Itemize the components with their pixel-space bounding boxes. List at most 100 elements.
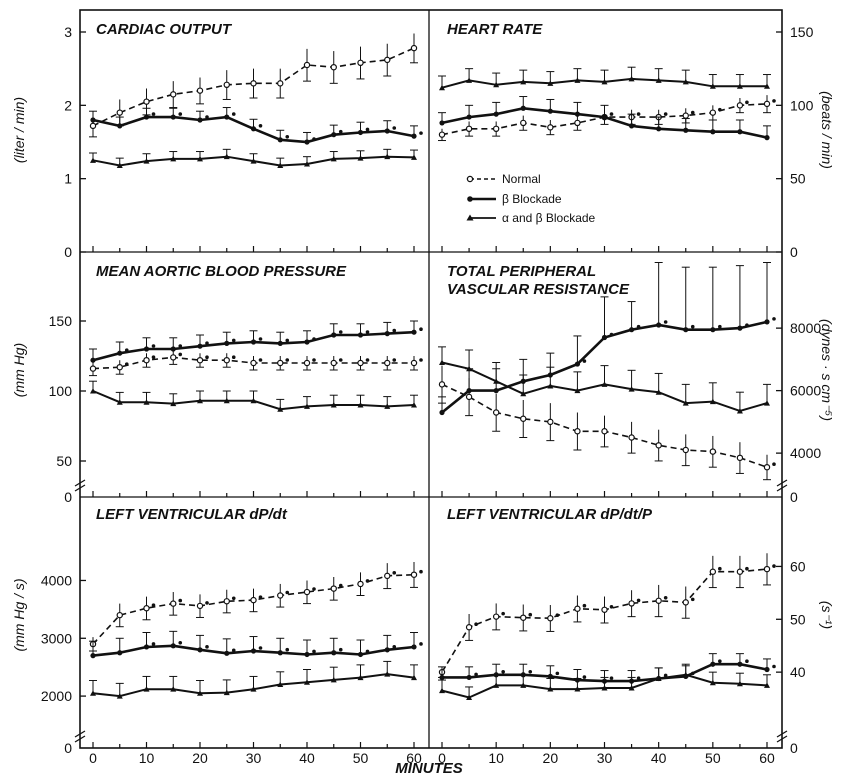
- significance-dot: [258, 124, 263, 128]
- point-beta-blockade: [224, 114, 230, 120]
- significance-dot: [663, 112, 668, 116]
- significance-dot: [338, 330, 343, 334]
- significance-dot: [663, 595, 668, 600]
- point-normal: [601, 428, 608, 435]
- significance-dot: [419, 358, 423, 362]
- x-tick-label: 60: [406, 750, 422, 766]
- x-tick-label: 40: [651, 750, 667, 766]
- significance-dot: [285, 647, 290, 652]
- y-tick-label: 50: [790, 171, 806, 187]
- point-normal: [250, 359, 257, 367]
- y-tick-label: 8000: [790, 320, 821, 336]
- significance-dot: [338, 129, 343, 134]
- point-beta-blockade: [197, 117, 203, 123]
- axis-break-mark: [74, 730, 86, 743]
- point-alpha-beta-blockade: [357, 155, 364, 161]
- point-beta-blockade: [90, 117, 96, 123]
- point-beta-blockade: [411, 329, 417, 335]
- x-tick-label: 60: [759, 750, 775, 766]
- point-alpha-beta-blockade: [277, 681, 284, 688]
- legend-label-normal: Normal: [502, 172, 541, 186]
- significance-dot: [178, 352, 183, 357]
- point-alpha-beta-blockade: [197, 690, 203, 696]
- point-alpha-beta-blockade: [304, 679, 310, 685]
- point-alpha-beta-blockade: [277, 162, 284, 168]
- point-beta-blockade: [224, 340, 230, 346]
- significance-dot: [474, 672, 478, 677]
- xlabel-minutes: MINUTES: [395, 760, 463, 777]
- y-zero-label: 0: [790, 740, 798, 756]
- x-tick-label: 0: [438, 750, 446, 766]
- panel-frames: [74, 9, 788, 749]
- ylabel-lv-dpdt: (mm Hg / s): [11, 578, 27, 651]
- significance-dot: [745, 323, 749, 327]
- point-beta-blockade: [737, 129, 743, 135]
- significance-dot: [178, 112, 183, 116]
- y-tick-label: 4000: [41, 572, 72, 588]
- point-normal: [116, 109, 123, 116]
- point-normal: [250, 596, 257, 604]
- significance-dot: [338, 583, 343, 588]
- point-normal: [736, 568, 744, 575]
- point-alpha-beta-blockade: [682, 671, 689, 678]
- significance-dot: [690, 597, 695, 602]
- point-normal: [763, 100, 771, 108]
- point-normal: [574, 605, 581, 612]
- panel-subtitle-vascular-resistance: VASCULAR RESISTANCE: [447, 281, 630, 298]
- point-beta-blockade: [656, 126, 662, 132]
- significance-dot: [392, 328, 397, 333]
- legend: Normal β Blockade α and β Blockade: [466, 172, 596, 225]
- point-beta-blockade: [601, 334, 608, 341]
- point-normal: [547, 615, 554, 622]
- significance-dot: [772, 462, 776, 466]
- point-beta-blockade: [384, 647, 390, 653]
- point-beta-blockade: [331, 132, 337, 138]
- point-alpha-beta-blockade: [601, 78, 608, 85]
- ylabel-mean-aortic-pressure: (mm Hg): [11, 343, 27, 397]
- significance-dot: [528, 612, 533, 617]
- legend-alpha-beta-marker: [466, 214, 474, 221]
- point-normal: [384, 56, 391, 64]
- significance-dot: [285, 590, 290, 595]
- point-alpha-beta-blockade: [709, 83, 716, 89]
- significance-dot: [312, 337, 316, 341]
- significance-dot: [258, 358, 263, 362]
- point-normal: [357, 59, 364, 67]
- point-alpha-beta-blockade: [547, 80, 554, 86]
- significance-dot: [392, 126, 397, 130]
- point-beta-blockade: [764, 319, 770, 325]
- point-beta-blockade: [439, 674, 445, 681]
- point-beta-blockade: [143, 114, 150, 120]
- significance-dot: [555, 613, 560, 618]
- point-alpha-beta-blockade: [655, 77, 662, 83]
- significance-dot: [151, 112, 156, 116]
- significance-dot: [772, 564, 776, 568]
- point-beta-blockade: [117, 350, 123, 356]
- significance-dot: [663, 320, 668, 324]
- point-beta-blockade: [764, 666, 770, 673]
- point-normal: [116, 364, 123, 371]
- axis-break-mark: [776, 730, 788, 743]
- point-alpha-beta-blockade: [384, 671, 391, 677]
- point-beta-blockade: [656, 322, 662, 328]
- point-alpha-beta-blockade: [90, 388, 96, 394]
- point-normal: [223, 81, 230, 89]
- significance-dot: [528, 669, 533, 674]
- significance-dot: [258, 595, 263, 599]
- point-normal: [143, 605, 150, 612]
- point-normal: [410, 44, 418, 52]
- point-beta-blockade: [90, 357, 96, 363]
- significance-dot: [312, 587, 316, 591]
- point-beta-blockade: [304, 651, 310, 658]
- significance-dot: [419, 569, 423, 574]
- point-beta-blockade: [384, 331, 390, 337]
- y-tick-label: 40: [790, 664, 806, 680]
- y-tick-label: 6000: [790, 383, 821, 399]
- point-beta-blockade: [547, 673, 553, 679]
- point-beta-blockade: [90, 653, 96, 659]
- point-beta-blockade: [197, 343, 203, 349]
- significance-dot: [636, 598, 641, 603]
- point-alpha-beta-blockade: [116, 399, 123, 405]
- point-alpha-beta-blockade: [547, 382, 554, 389]
- point-normal: [196, 602, 204, 610]
